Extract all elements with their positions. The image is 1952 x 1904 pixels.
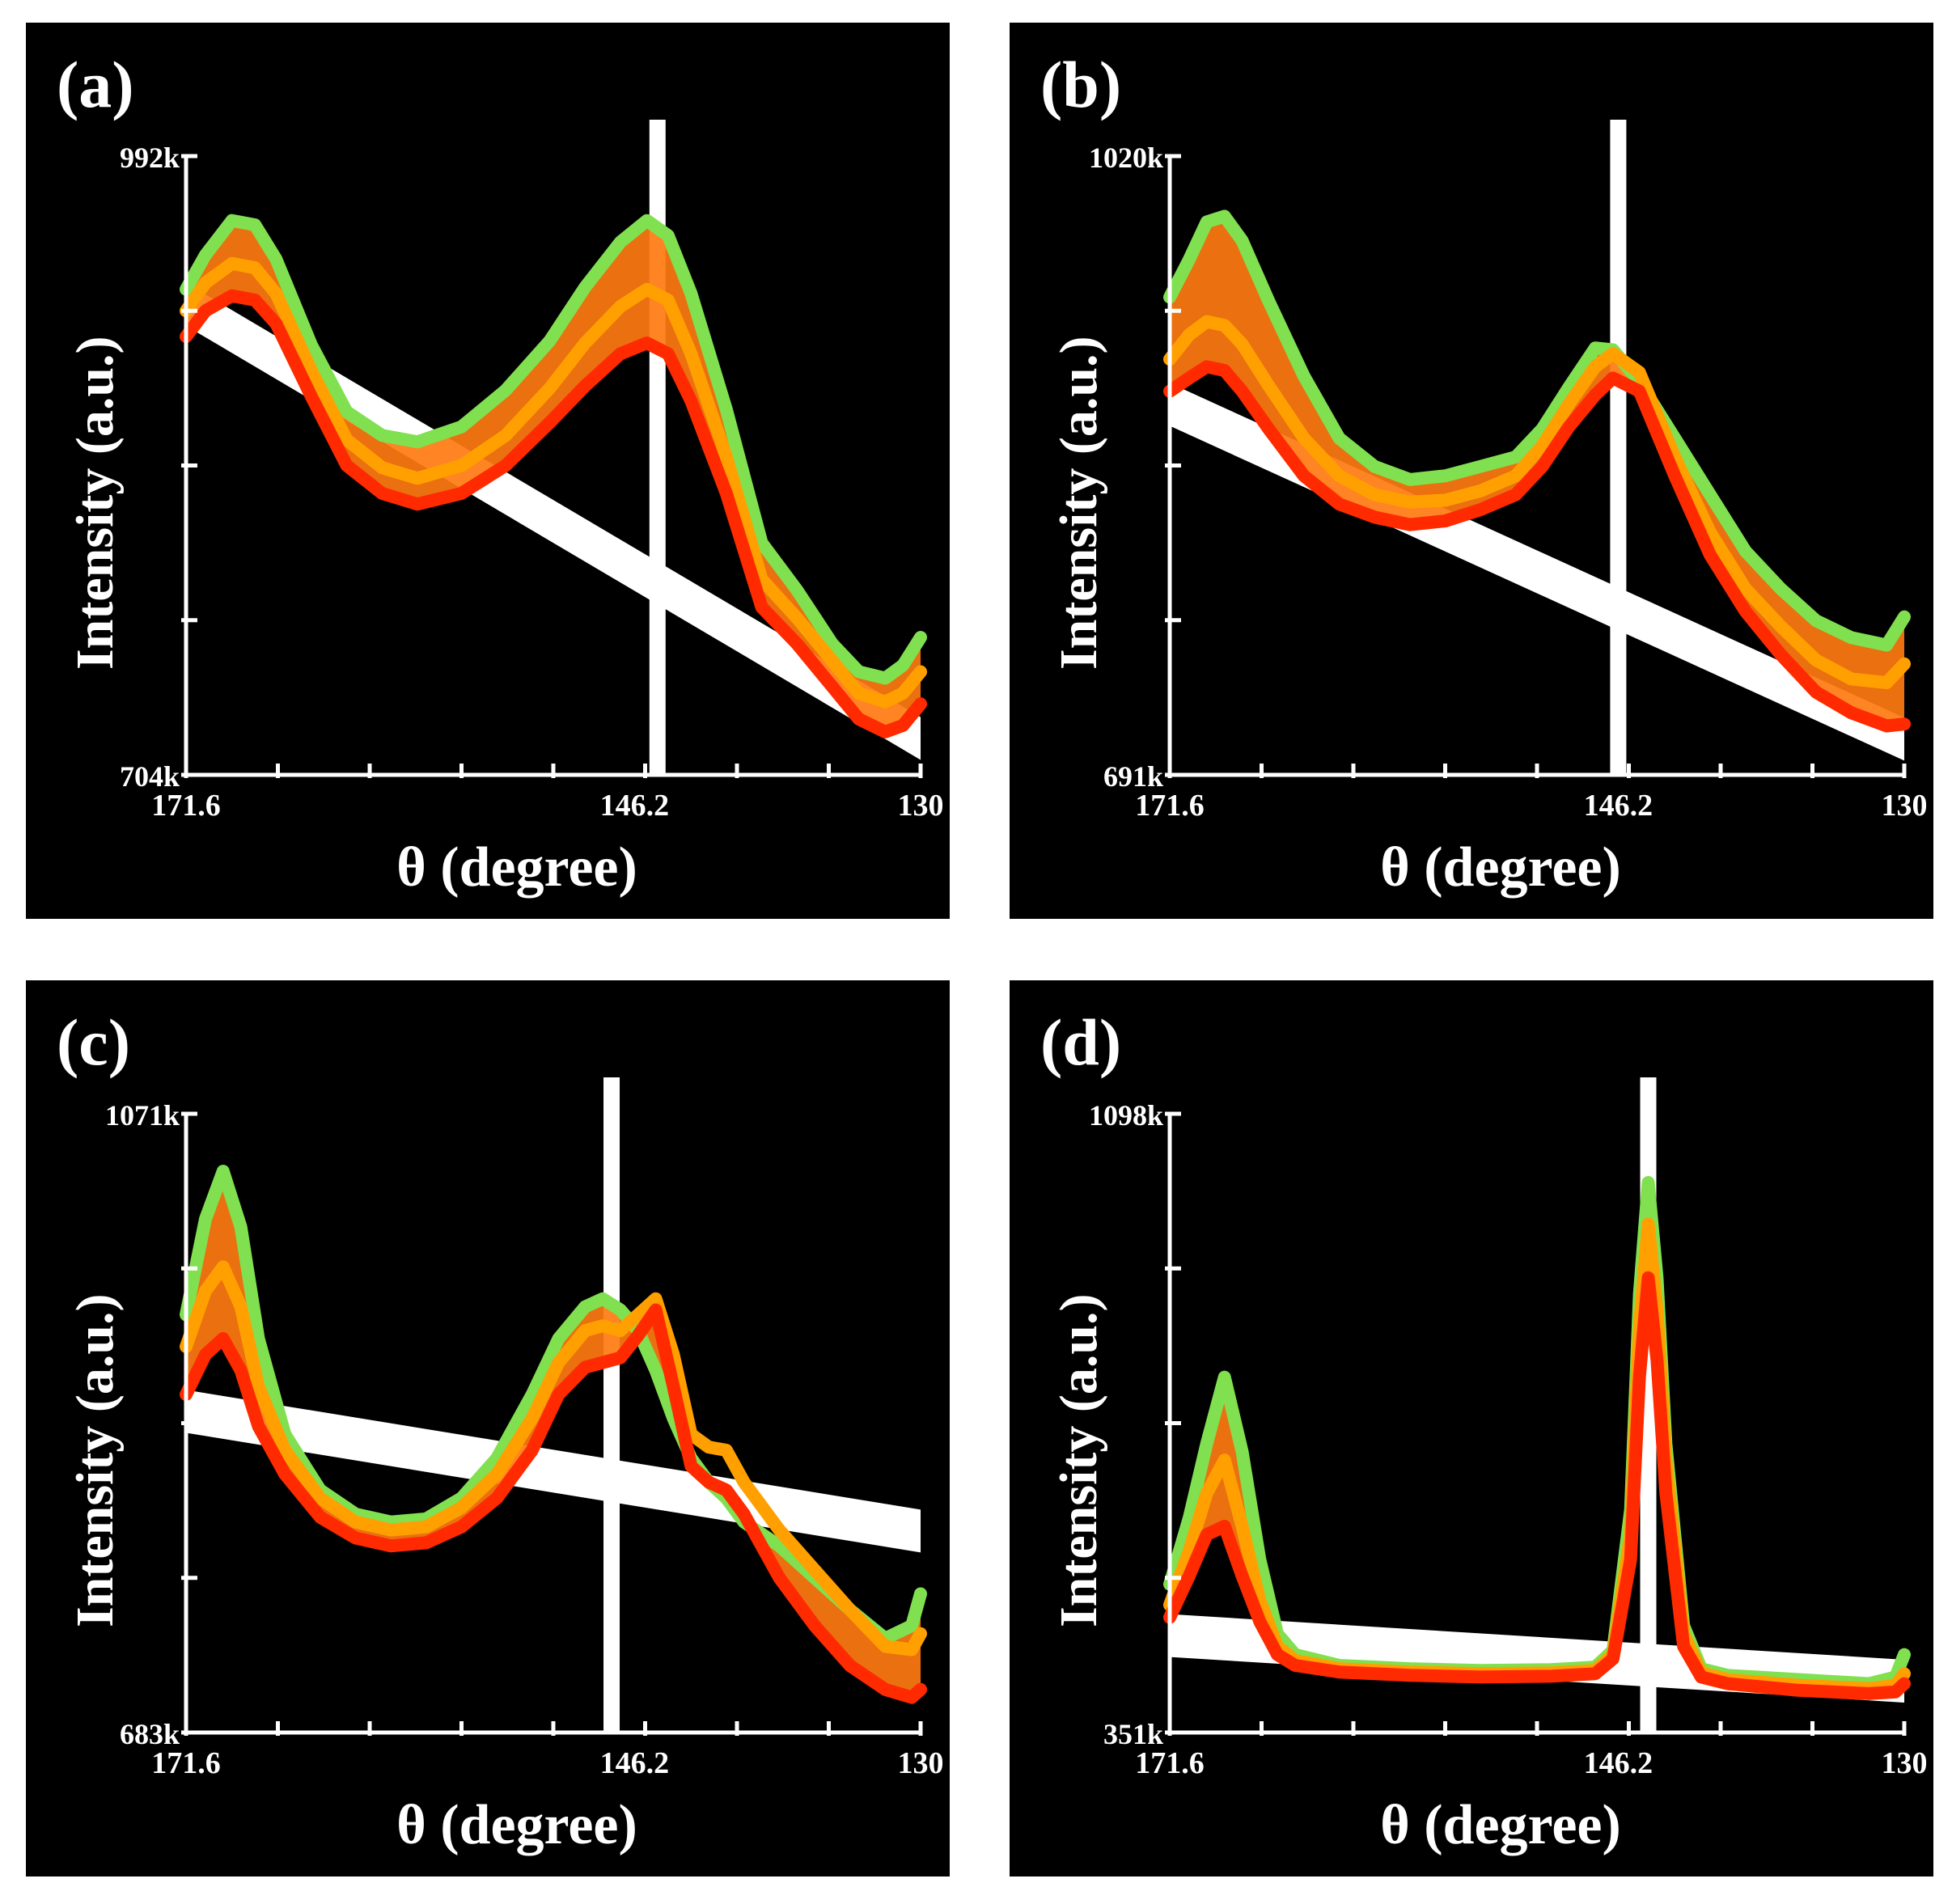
y-tick-label-bottom: 691k [1103,760,1163,793]
y-tick-label-bottom: 683k [120,1718,180,1750]
y-tick-label-top: 992k [120,142,180,174]
x-tick-label: 146.2 [1584,789,1653,823]
x-tick-label: 171.6 [151,1746,221,1780]
x-tick-label: 146.2 [600,789,670,823]
x-tick-label: 171.6 [151,789,221,823]
y-tick-label-top: 1071k [105,1099,180,1132]
panel-label: (b) [1040,48,1122,121]
x-tick-label: 171.6 [1135,1746,1205,1780]
chart-panel-c: 1071k 683k 171.6 146.2 130 (c) Intensity (a.… [26,980,950,1876]
series-line [180,1303,927,1704]
y-tick-label-top: 1020k [1089,142,1163,174]
x-axis-label: θ (degree) [396,836,637,899]
chart-panel-a: 992k 704k 171.6 146.2 130 (a) Intensity (a.u… [26,23,950,919]
y-tick-label-bottom: 351k [1103,1718,1163,1750]
y-axis-label: Intensity (a.u.) [66,1293,125,1627]
chart-panel-d: 1098k 351k 171.6 146.2 130 (d) Intensity (a.… [1010,980,1933,1876]
series-line [1163,209,1911,652]
series-band [186,1170,921,1698]
series-line [180,1260,927,1656]
y-axis-label: Intensity (a.u.) [66,336,125,670]
x-tick-label: 130 [898,1746,944,1780]
series-line [180,256,927,709]
y-axis-label: Intensity (a.u.) [1049,1293,1108,1627]
y-tick-label-bottom: 704k [120,760,180,793]
x-tick-label: 130 [1882,789,1928,823]
x-axis-label: θ (degree) [1380,1794,1621,1856]
series-line [180,289,927,738]
panel-label: (a) [57,48,134,121]
x-tick-label: 130 [1882,1746,1928,1780]
y-tick-label-top: 1098k [1089,1099,1163,1132]
series-line [1163,315,1911,690]
chart-panel-b: 1020k 691k 171.6 146.2 130 (b) Intensity (a.… [1010,23,1933,919]
marker-bar [1610,120,1627,775]
x-tick-label: 171.6 [1135,789,1205,823]
x-axis-label: θ (degree) [1380,836,1621,899]
marker-bar [603,1077,620,1733]
x-tick-label: 130 [898,789,944,823]
series-line [1163,360,1911,733]
y-axis-label: Intensity (a.u.) [1049,336,1108,670]
x-tick-label: 146.2 [600,1746,670,1780]
series-line [180,214,927,685]
series-line [180,1165,927,1645]
baseline-band [186,282,921,760]
series-line [1163,1271,1911,1700]
x-axis-label: θ (degree) [396,1794,637,1856]
x-tick-label: 146.2 [1584,1746,1653,1780]
panel-label: (d) [1040,1005,1122,1079]
panel-label: (c) [57,1005,131,1079]
series-line [1163,1176,1911,1690]
